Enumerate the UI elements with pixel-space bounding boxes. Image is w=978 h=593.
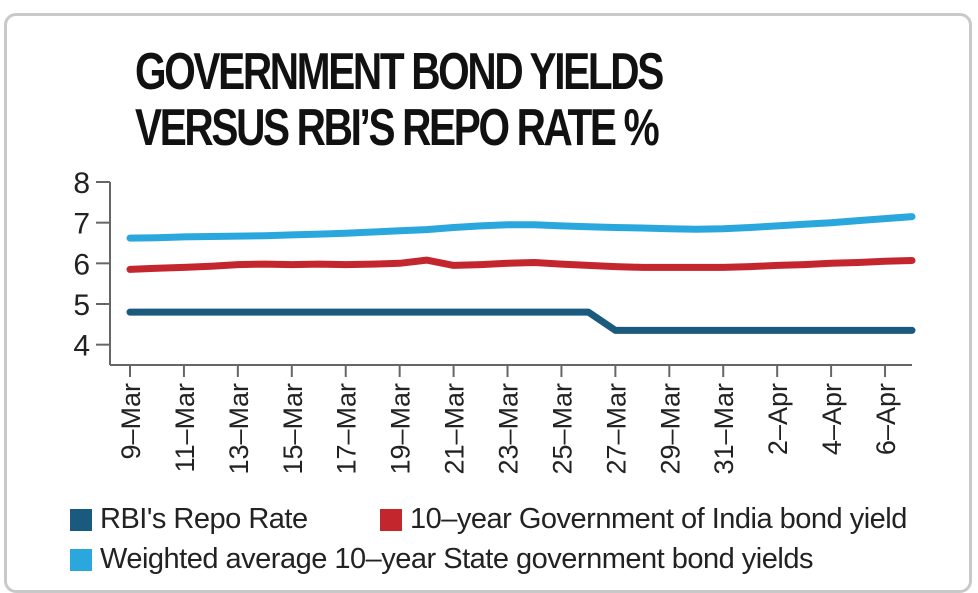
x-tick-label-9: 27–Mar <box>601 383 631 475</box>
chart-card: GOVERNMENT BOND YIELDS VERSUS RBI’S REPO… <box>4 13 972 593</box>
legend-label-repo-rate: RBI's Repo Rate <box>100 503 308 535</box>
chart-title-line-1: GOVERNMENT BOND YIELDS <box>135 43 664 101</box>
x-tick-label-2: 13–Mar <box>224 383 254 475</box>
y-tick-label-4: 4 <box>73 330 90 363</box>
x-tick-label-6: 21–Mar <box>440 383 470 475</box>
x-tick-label-7: 23–Mar <box>494 383 524 475</box>
y-tick-label-6: 6 <box>73 248 90 281</box>
x-tick-label-10: 29–Mar <box>655 383 685 475</box>
legend-swatch-sdl-yield <box>70 548 92 571</box>
legend-item-gsec-yield: 10–year Government of India bond yield <box>380 503 907 536</box>
x-tick-label-13: 4–Apr <box>817 383 847 455</box>
x-tick-label-5: 19–Mar <box>386 383 416 475</box>
legend-label-gsec-yield: 10–year Government of India bond yield <box>410 503 907 535</box>
chart-title-line-2: VERSUS RBI’S REPO RATE % <box>135 99 660 157</box>
y-tick-label-7: 7 <box>73 208 90 241</box>
y-tick-label-8: 8 <box>73 167 90 200</box>
x-tick-label-0: 9–Mar <box>116 383 146 460</box>
x-tick-label-11: 31–Mar <box>709 383 739 475</box>
y-tick-label-5: 5 <box>73 289 90 322</box>
legend-item-sdl-yield: Weighted average 10–year State governmen… <box>70 543 813 576</box>
legend-swatch-gsec-yield <box>380 508 402 531</box>
legend-item-repo-rate: RBI's Repo Rate <box>70 503 308 536</box>
legend-label-sdl-yield: Weighted average 10–year State governmen… <box>100 543 813 575</box>
x-tick-label-4: 17–Mar <box>332 383 362 475</box>
x-tick-label-14: 6–Apr <box>871 383 901 455</box>
x-tick-label-8: 25–Mar <box>547 383 577 475</box>
x-tick-label-12: 2–Apr <box>763 383 793 455</box>
series-line-1 <box>126 256 916 273</box>
legend-swatch-repo-rate <box>70 508 92 531</box>
x-tick-label-3: 15–Mar <box>278 383 308 475</box>
series-line-0 <box>126 308 916 334</box>
x-tick-label-1: 11–Mar <box>170 383 200 473</box>
chart-title: GOVERNMENT BOND YIELDS VERSUS RBI’S REPO… <box>135 43 664 157</box>
series-line-2 <box>126 213 916 242</box>
line-chart: 4 5 6 7 8 9–Mar 11–Mar 13–Mar 15–Mar 17–Mar 19–Mar… <box>73 167 916 475</box>
